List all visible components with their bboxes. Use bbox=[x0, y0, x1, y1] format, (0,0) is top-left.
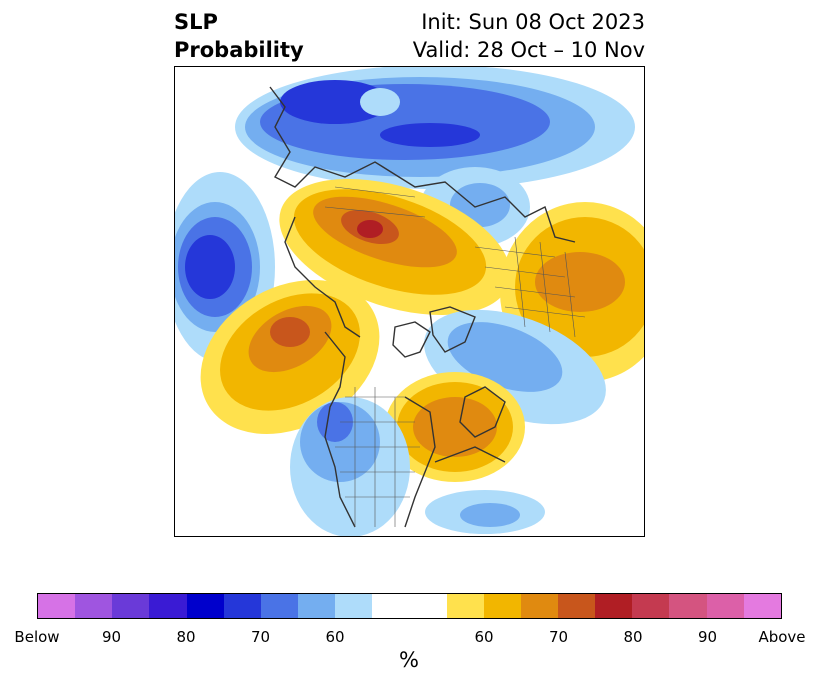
colorbar-unit-label: % bbox=[399, 648, 419, 672]
colorbar-segment bbox=[706, 594, 744, 618]
colorbar-tick-label: 80 bbox=[176, 628, 196, 646]
colorbar-segment bbox=[335, 594, 373, 618]
colorbar-segment bbox=[409, 594, 447, 618]
colorbar-segment bbox=[75, 594, 113, 618]
coastlines bbox=[269, 86, 576, 528]
map-panel bbox=[174, 66, 645, 537]
colorbar bbox=[37, 593, 782, 619]
colorbar-segment bbox=[595, 594, 633, 618]
valid-period: Valid: 28 Oct – 10 Nov bbox=[412, 38, 645, 62]
colorbar-segment bbox=[743, 594, 781, 618]
anomaly-alaska-above bbox=[200, 279, 380, 435]
colorbar-segment bbox=[446, 594, 484, 618]
colorbar-tick-label: 60 bbox=[474, 628, 494, 646]
colorbar-tick-label: 70 bbox=[548, 628, 569, 646]
colorbar-segment bbox=[297, 594, 336, 618]
colorbar-tick-label: 90 bbox=[101, 628, 122, 646]
colorbar-tick-label: 80 bbox=[623, 628, 643, 646]
title-line-slp: SLP bbox=[174, 10, 218, 34]
colorbar-tick-label: 60 bbox=[325, 628, 345, 646]
colorbar-tick-label: Above bbox=[758, 628, 806, 646]
colorbar-segment bbox=[186, 594, 224, 618]
colorbar-segment bbox=[112, 594, 150, 618]
date-info: Init: Sun 08 Oct 2023 Valid: 28 Oct – 10… bbox=[413, 8, 645, 64]
probability-map bbox=[175, 67, 644, 536]
colorbar-segment bbox=[38, 594, 76, 618]
init-date: Init: Sun 08 Oct 2023 bbox=[421, 10, 645, 34]
anomaly-siberia-above bbox=[279, 178, 511, 316]
chart-title: SLP Probability bbox=[174, 8, 304, 64]
political-boundaries bbox=[324, 186, 586, 527]
colorbar-tick-label: 90 bbox=[697, 628, 718, 646]
colorbar-segment bbox=[372, 594, 410, 618]
colorbar-segment bbox=[149, 594, 187, 618]
colorbar-segment bbox=[632, 594, 670, 618]
colorbar-tick-label: 70 bbox=[250, 628, 271, 646]
colorbar-segment bbox=[520, 594, 558, 618]
title-line-probability: Probability bbox=[174, 38, 304, 62]
colorbar-tick-label: Below bbox=[14, 628, 60, 646]
colorbar-segment bbox=[669, 594, 707, 618]
colorbar-segment bbox=[557, 594, 596, 618]
colorbar-segment bbox=[260, 594, 298, 618]
colorbar-segment bbox=[223, 594, 261, 618]
anomaly-scandinavia-below bbox=[235, 67, 635, 189]
colorbar-segment bbox=[483, 594, 521, 618]
